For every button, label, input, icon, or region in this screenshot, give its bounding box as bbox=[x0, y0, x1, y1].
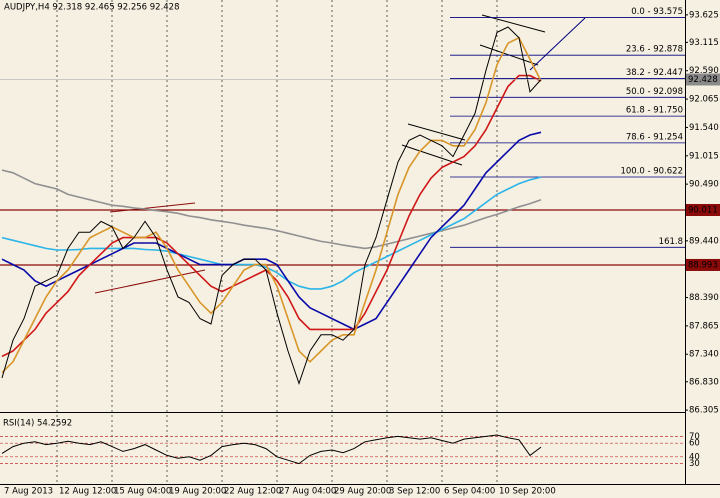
y-tick-label: 87.865 bbox=[689, 321, 719, 331]
x-tick-label: 6 Sep 04:00 bbox=[444, 487, 495, 497]
x-tick-label: 3 Sep 12:00 bbox=[389, 487, 440, 497]
level-label: 90.011 bbox=[688, 205, 718, 215]
x-tick-label: 19 Aug 20:00 bbox=[169, 487, 226, 497]
chart-title: AUDJPY,H4 92.318 92.465 92.256 92.428 bbox=[4, 3, 180, 13]
series-line bbox=[1, 169, 542, 250]
y-tick-label: 91.015 bbox=[689, 151, 719, 161]
x-tick-label: 29 Aug 20:00 bbox=[334, 487, 391, 497]
level-box bbox=[686, 203, 720, 216]
trend-line bbox=[94, 269, 206, 294]
y-tick-label: 86.305 bbox=[689, 406, 719, 416]
y-tick-label: 87.340 bbox=[689, 350, 719, 360]
series-line bbox=[1, 434, 542, 465]
fib-label: 78.6 - 91.254 bbox=[626, 132, 683, 142]
y-tick-label: 86.830 bbox=[689, 377, 719, 387]
level-box bbox=[686, 258, 720, 271]
rsi-tick-label: 30 bbox=[689, 459, 700, 469]
y-tick-label: 89.440 bbox=[689, 236, 719, 246]
x-tick-label: 22 Aug 12:00 bbox=[224, 487, 281, 497]
x-tick-label: 27 Aug 04:00 bbox=[279, 487, 336, 497]
last-price-box bbox=[686, 73, 720, 86]
fib-label: 161.8 bbox=[659, 237, 683, 247]
rsi-tick-label: 40 bbox=[689, 452, 700, 462]
x-tick-label: 10 Sep 20:00 bbox=[499, 487, 556, 497]
trend-line bbox=[529, 17, 586, 71]
series-line bbox=[1, 176, 542, 290]
fib-label: 23.6 - 92.878 bbox=[626, 45, 683, 55]
series-line bbox=[1, 36, 542, 374]
y-tick-label: 93.115 bbox=[689, 38, 719, 48]
level-label: 88.993 bbox=[688, 260, 718, 270]
y-tick-label: 91.540 bbox=[689, 123, 719, 133]
trend-line bbox=[407, 123, 466, 141]
y-tick-label: 92.065 bbox=[689, 95, 719, 105]
fib-label: 0.0 - 93.575 bbox=[631, 7, 683, 17]
y-tick-label: 92.590 bbox=[689, 66, 719, 76]
last-price-label: 92.428 bbox=[688, 75, 718, 85]
rsi-tick-label: 70 bbox=[689, 432, 700, 442]
fib-label: 38.2 - 92.447 bbox=[626, 68, 683, 78]
x-tick-label: 12 Aug 12:00 bbox=[59, 487, 116, 497]
x-tick-label: 7 Aug 2013 bbox=[4, 487, 53, 497]
y-tick-label: 88.390 bbox=[689, 293, 719, 303]
rsi-tick-label: 60 bbox=[689, 439, 700, 449]
fib-label: 61.8 - 91.750 bbox=[626, 106, 683, 116]
y-tick-label: 93.625 bbox=[689, 10, 719, 20]
y-tick-label: 90.490 bbox=[689, 180, 719, 190]
rsi-title: RSI(14) 54.2592 bbox=[3, 419, 72, 429]
series-line bbox=[1, 26, 542, 385]
fib-label: 100.0 - 90.622 bbox=[620, 167, 683, 177]
x-tick-label: 15 Aug 04:00 bbox=[114, 487, 171, 497]
fib-label: 50.0 - 92.098 bbox=[626, 87, 683, 97]
